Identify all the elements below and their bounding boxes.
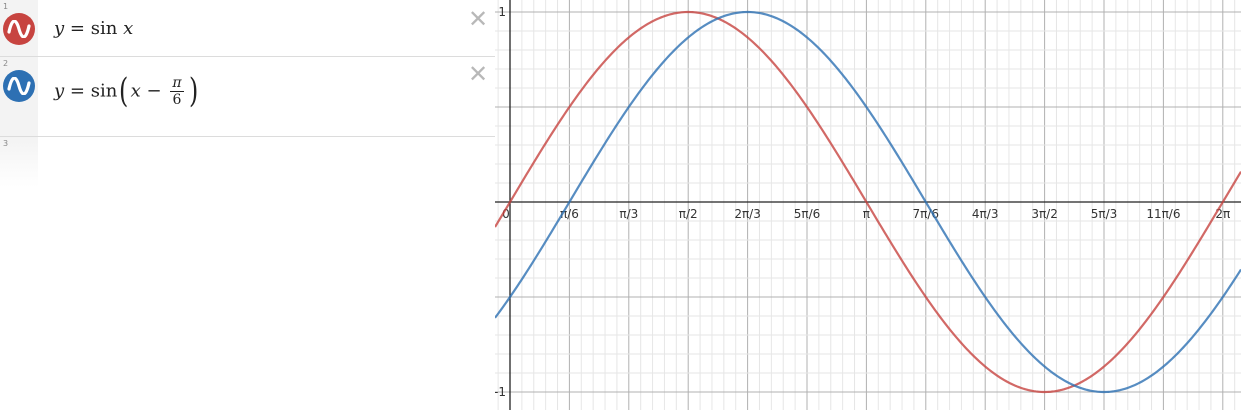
x-tick-label: π xyxy=(863,207,870,221)
expr-equals: = xyxy=(69,18,85,39)
expression-row-2[interactable]: 2 y = sin(x − π 6 ) ✕ xyxy=(0,57,495,137)
graph-curve xyxy=(495,10,1241,394)
expression-index: 1 xyxy=(3,2,9,11)
x-tick-label: 0 xyxy=(502,207,510,221)
graph-canvas[interactable]: 1 -1 0 π/6 π/3 π/2 2π/3 5π/6 π 7π/6 4π/3 3π/2 5π/3 11… xyxy=(495,0,1241,410)
x-tick-label: 4π/3 xyxy=(972,207,999,221)
sine-wave-icon[interactable] xyxy=(3,70,35,102)
fraction: π 6 xyxy=(170,74,184,108)
expr-func: sin xyxy=(90,80,118,102)
x-tick-label: 11π/6 xyxy=(1146,207,1180,221)
expression-gutter: 1 xyxy=(0,0,38,56)
right-paren: ) xyxy=(188,71,198,111)
graph-curve xyxy=(495,10,1241,394)
expr-lhs: y xyxy=(54,80,65,102)
x-tick-label: 5π/6 xyxy=(794,207,821,221)
expression-list: 1 y = sin x ✕ 2 y = si xyxy=(0,0,495,410)
x-tick-label: 7π/6 xyxy=(913,207,940,221)
x-tick-label: 3π/2 xyxy=(1031,207,1058,221)
expression-math[interactable]: y = sin x xyxy=(54,18,133,39)
x-tick-label: 2π xyxy=(1215,207,1230,221)
expression-gutter: 3 xyxy=(0,137,38,187)
fraction-numerator: π xyxy=(170,74,184,92)
y-tick-label: -1 xyxy=(495,385,506,399)
expr-minus: − xyxy=(146,80,162,102)
x-tick-label: π/2 xyxy=(679,207,698,221)
expr-func: sin xyxy=(90,18,118,39)
expression-index: 2 xyxy=(3,59,9,68)
expression-row-1[interactable]: 1 y = sin x ✕ xyxy=(0,0,495,57)
y-tick-label: 1 xyxy=(498,5,506,19)
fraction-denominator: 6 xyxy=(172,91,182,108)
expression-index: 3 xyxy=(3,139,9,148)
x-tick-label: 5π/3 xyxy=(1091,207,1118,221)
expression-gutter: 2 xyxy=(0,57,38,136)
delete-expression-button[interactable]: ✕ xyxy=(467,60,489,88)
x-tick-label: π/3 xyxy=(619,207,638,221)
expr-arg: x xyxy=(123,18,134,39)
expression-math[interactable]: y = sin(x − π 6 ) xyxy=(54,74,200,108)
graph-svg[interactable]: 1-10 π/6 π/3 π/2 2π/3 5π/6 π 7π/6 4π/3 3π/2 5π/3 11… xyxy=(495,0,1241,410)
delete-expression-button[interactable]: ✕ xyxy=(467,5,489,33)
x-tick-label: 2π/3 xyxy=(734,207,761,221)
expr-equals: = xyxy=(69,80,85,102)
sine-wave-icon[interactable] xyxy=(3,13,35,45)
left-paren: ( xyxy=(119,71,129,111)
expr-arg-var: x xyxy=(130,80,141,102)
expr-lhs: y xyxy=(54,18,65,39)
expression-row-3[interactable]: 3 xyxy=(0,137,495,187)
